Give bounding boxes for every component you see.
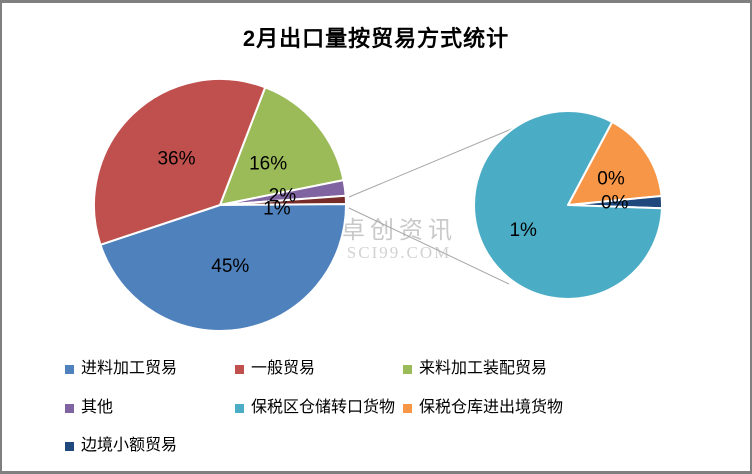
legend-swatch-baoshui-qu [235, 403, 244, 413]
legend-label-baoshui-cangku: 保税仓库进出境货物 [419, 399, 564, 416]
legend-swatch-jinliao-jiagong [65, 364, 74, 374]
watermark-en-text: SCI99.COM [346, 243, 452, 262]
pie-slice-yiban-maoyi [93, 78, 267, 246]
pie-label-baoshui-cangku: 0% [597, 168, 625, 189]
legend-item-qita: 其他 [65, 398, 113, 418]
legend-swatch-lailiao-jiagong [403, 364, 412, 374]
pie-label-jinliao-jiagong: 45% [211, 256, 249, 277]
chart-title: 2月出口量按贸易方式统计 [242, 26, 510, 51]
legend-label-yiban-maoyi: 一般贸易 [251, 360, 316, 377]
connector-line-top [348, 119, 534, 198]
legend-swatch-bianjing-xiaoe [65, 441, 74, 451]
pie-label-bianjing-xiaoe: 0% [601, 192, 629, 213]
pie-label-yiban-maoyi: 36% [157, 149, 195, 170]
legend-item-baoshui-cangku: 保税仓库进出境货物 [403, 398, 563, 418]
pie-label-lailiao-jiagong: 16% [249, 153, 287, 174]
legend-swatch-yiban-maoyi [235, 364, 244, 374]
pie-of-pie-plot: 16%2%1%45%36%0%0%1% [93, 78, 663, 332]
pie-label-secondary-group: 1% [263, 199, 291, 220]
connector-line-bottom [348, 207, 510, 285]
legend-label-baoshui-qu: 保税区仓储转口货物 [251, 399, 396, 416]
legend-swatch-qita [65, 403, 74, 413]
pie-slice-lailiao-jiagong [219, 86, 345, 206]
legend-item-lailiao-jiagong: 来料加工装配贸易 [403, 359, 547, 379]
pie-slice-baoshui-qu [473, 110, 663, 300]
pie-label-baoshui-qu: 1% [509, 220, 537, 241]
pie-slice-baoshui-cangku [567, 121, 663, 206]
chart-legend: 进料加工贸易 一般贸易 来料加工装配贸易其他 保税区仓储转口货物 保税仓库进出境货物边境… [2, 3, 750, 471]
legend-item-yiban-maoyi: 一般贸易 [235, 359, 315, 379]
legend-item-jinliao-jiagong: 进料加工贸易 [65, 359, 177, 379]
pie-slice-jinliao-jiagong [99, 203, 348, 332]
legend-item-baoshui-qu: 保税区仓储转口货物 [235, 398, 395, 418]
legend-swatch-baoshui-cangku [403, 403, 412, 413]
legend-item-bianjing-xiaoe: 边境小额贸易 [65, 436, 177, 456]
pie-label-qita: 2% [269, 185, 297, 206]
legend-label-lailiao-jiagong: 来料加工装配贸易 [419, 360, 548, 377]
legend-label-qita: 其他 [81, 399, 114, 416]
legend-label-bianjing-xiaoe: 边境小额贸易 [81, 437, 178, 454]
legend-label-jinliao-jiagong: 进料加工贸易 [81, 360, 178, 377]
